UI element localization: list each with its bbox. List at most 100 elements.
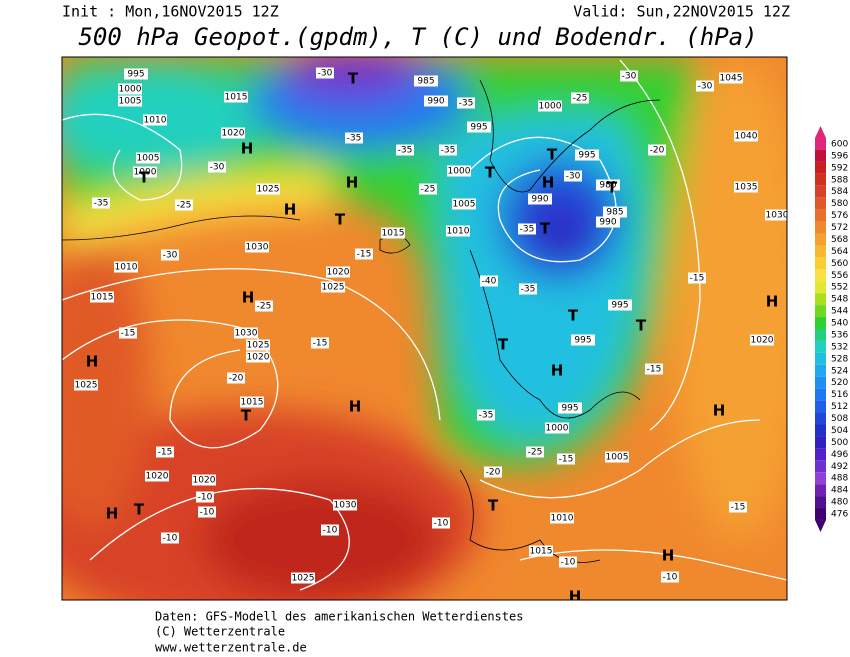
pressure-label: 1025 <box>292 574 315 584</box>
pressure-label-box <box>528 193 552 205</box>
pressure-center: H <box>86 353 99 371</box>
pressure-center: H <box>551 362 564 380</box>
pressure-label: 980 <box>599 181 616 191</box>
colorbar-cell <box>815 233 826 246</box>
pressure-label: 1020 <box>751 336 774 346</box>
temperature-label: -15 <box>357 250 372 260</box>
pressure-center: H <box>569 588 582 606</box>
init-time: Init : Mon,16NOV2015 12Z <box>62 3 279 21</box>
colorbar-arrow-bottom <box>815 519 826 532</box>
pressure-label-box <box>143 114 167 126</box>
footer-line: Daten: GFS-Modell des amerikanischen Wet… <box>155 610 523 624</box>
pressure-center: T <box>498 336 509 354</box>
pressure-label: 1035 <box>735 183 758 193</box>
pressure-label-box <box>529 545 553 557</box>
colorbar-label: 524 <box>831 366 848 376</box>
pressure-label-box <box>118 83 142 95</box>
temperature-label: -35 <box>479 411 494 421</box>
pressure-center: H <box>662 547 675 565</box>
temperature-label: -25 <box>528 448 543 458</box>
pressure-label: 1000 <box>539 102 562 112</box>
pressure-label: 1010 <box>115 263 138 273</box>
colorbar-label: 516 <box>831 390 848 400</box>
colorbar-label: 576 <box>831 211 848 221</box>
footer-line: www.wetterzentrale.de <box>155 641 307 655</box>
pressure-label: 985 <box>417 77 434 87</box>
pressure-label-box <box>765 209 787 221</box>
colorbar-label: 532 <box>831 342 848 352</box>
temperature-label: -20 <box>229 374 244 384</box>
colorbar-cell <box>815 269 826 282</box>
pressure-label: 1020 <box>247 353 270 363</box>
pressure-label: 1025 <box>322 283 345 293</box>
temperature-label-box <box>559 556 577 568</box>
pressure-label: 1010 <box>144 116 167 126</box>
pressure-label-box <box>734 130 758 142</box>
pressure-label-box <box>291 572 315 584</box>
colorbar-label: 496 <box>831 450 848 460</box>
temperature-label-box <box>161 249 179 261</box>
temperature-label-box <box>457 97 475 109</box>
pressure-center: T <box>241 407 252 425</box>
colorbar-cell <box>815 209 826 222</box>
colorbar-label: 540 <box>831 319 848 329</box>
colorbar-cell <box>815 484 826 497</box>
temperature-label-box <box>571 92 589 104</box>
temperature-label-box <box>557 453 575 465</box>
pressure-label: 1015 <box>241 398 264 408</box>
colorbar-cell <box>815 400 826 413</box>
pressure-label-box <box>246 351 270 363</box>
pressure-label: 1005 <box>137 154 160 164</box>
temperature-label: -15 <box>690 274 705 284</box>
pressure-label-box <box>558 402 582 414</box>
colorbar-label: 536 <box>831 330 848 340</box>
temperature-label: -25 <box>421 185 436 195</box>
pressure-label: 1005 <box>453 200 476 210</box>
colorbar-cell <box>815 305 826 318</box>
colorbar-label: 580 <box>831 199 848 209</box>
pressure-center: H <box>106 505 119 523</box>
pressure-center: H <box>241 140 254 158</box>
pressure-label-box <box>333 499 357 511</box>
colorbar-cell <box>815 388 826 401</box>
pressure-center: T <box>636 317 647 335</box>
pressure-center: H <box>766 293 779 311</box>
pressure-label-box <box>446 225 470 237</box>
pressure-label: 1000 <box>134 168 157 178</box>
temperature-label-box <box>345 132 363 144</box>
colorbar-label: 560 <box>831 259 848 269</box>
pressure-label: 990 <box>599 218 616 228</box>
temperature-label: -15 <box>121 329 136 339</box>
temperature-label: -30 <box>566 172 581 182</box>
temperature-label: -10 <box>663 573 678 583</box>
pressure-label-box <box>571 334 595 346</box>
temperature-label: -35 <box>398 146 413 156</box>
pressure-center: T <box>139 169 150 187</box>
pressure-label-box <box>114 261 138 273</box>
temperature-label-box <box>92 197 110 209</box>
pressure-label: 1000 <box>448 167 471 177</box>
pressure-label: 995 <box>578 151 595 161</box>
pressure-center: H <box>284 201 297 219</box>
pressure-label-box <box>221 127 245 139</box>
pressure-label-box <box>118 95 142 107</box>
pressure-label-box <box>256 183 280 195</box>
pressure-label-box <box>136 152 160 164</box>
pressure-label: 1015 <box>530 547 553 557</box>
colorbar-cell <box>815 281 826 294</box>
colorbar-cell <box>815 185 826 198</box>
map-frame <box>61 56 788 601</box>
pressure-label-box <box>605 451 629 463</box>
colorbar-label: 528 <box>831 354 848 364</box>
footer-line: (C) Wetterzentrale <box>155 625 285 639</box>
temperature-label-box <box>255 300 273 312</box>
pressure-label: 1040 <box>735 132 758 142</box>
pressure-label: 1030 <box>334 501 357 511</box>
colorbar-label: 584 <box>831 187 848 197</box>
pressure-label: 1010 <box>551 514 574 524</box>
temperature-label: -25 <box>177 201 192 211</box>
pressure-label: 990 <box>427 97 444 107</box>
colorbar-label: 588 <box>831 175 848 185</box>
colorbar-label: 592 <box>831 163 848 173</box>
